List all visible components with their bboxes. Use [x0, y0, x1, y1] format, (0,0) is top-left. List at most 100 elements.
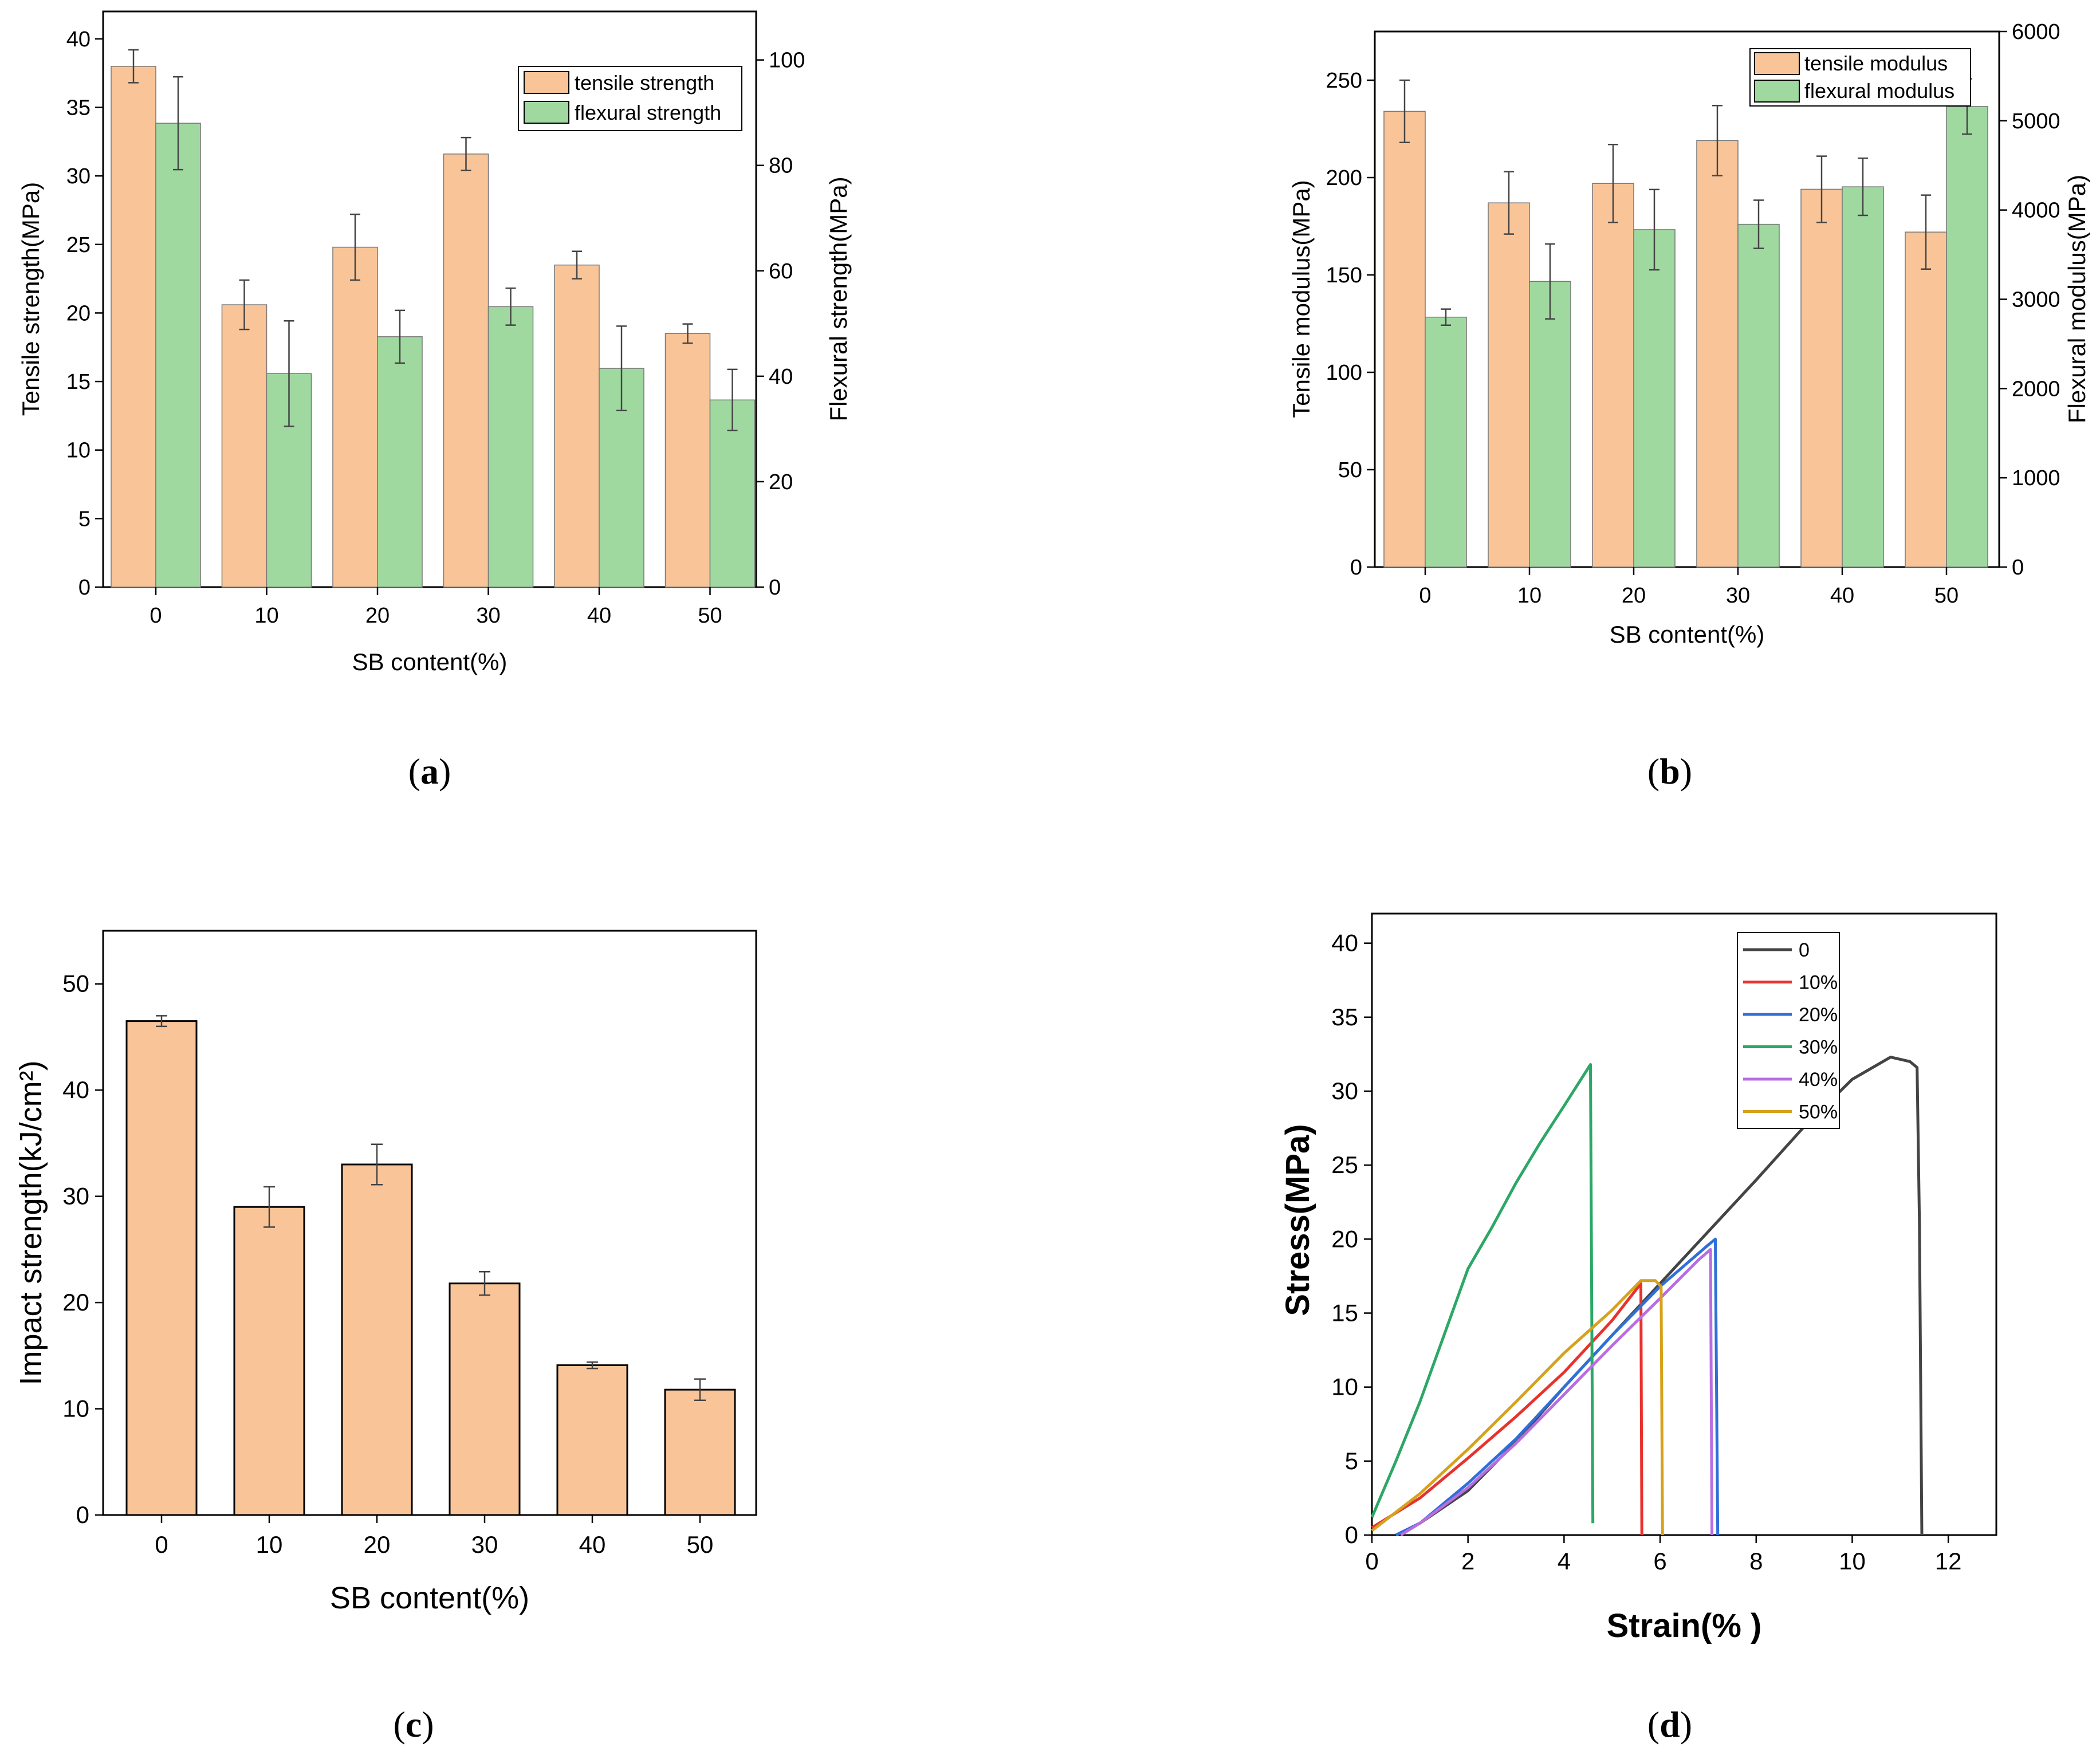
x-axis-title: SB content(%): [1610, 621, 1765, 648]
x-tick-label: 0: [1365, 1548, 1378, 1575]
series-line-50pct: [1371, 1279, 1664, 1536]
panel-letter: d: [1659, 1704, 1680, 1745]
y-tick-label: 0: [78, 576, 91, 600]
x-tick-label: 50: [698, 604, 722, 628]
legend-swatch-flexural: [1754, 80, 1800, 103]
bar-flexural-modulus: [1529, 281, 1571, 568]
y-axis-title: Impact strength(kJ/cm²): [14, 1060, 48, 1385]
bar-tensile-modulus: [1800, 188, 1843, 568]
y2-tick-label: 0: [769, 576, 781, 600]
y-tick-label: 50: [1338, 458, 1362, 482]
y-tick-label: 10: [66, 439, 91, 463]
panel-letter: c: [406, 1704, 422, 1745]
y-tick-label: 10: [1331, 1374, 1358, 1400]
legend-swatch-flexural: [524, 101, 569, 124]
legend-label: 20%: [1799, 1004, 1838, 1026]
x-tick-label: 0: [150, 604, 162, 628]
panel-a-strength-chart: 0 10 20 30 40 500510152025303540020406080100 …: [17, 10, 852, 792]
panel-b-modulus-chart: 0 10 20 30 40 50 0 50 100 150 200 250 0 1000 2000 3000 4…: [1288, 20, 2090, 792]
x-tick-label: 20: [364, 1531, 391, 1558]
x-tick-label: 8: [1749, 1548, 1763, 1575]
y-tick-label: 15: [66, 370, 91, 394]
legend: tensile modulus flexural modulus: [1749, 48, 1971, 107]
bar-tensile-strength: [554, 264, 600, 588]
y-tick-label: 20: [62, 1289, 89, 1316]
series-line-20pct: [1395, 1237, 1720, 1537]
x-axis-title: SB content(%): [352, 648, 508, 675]
x-tick-label: 2: [1461, 1548, 1474, 1575]
y-tick-label: 40: [1331, 930, 1358, 957]
legend-label: 30%: [1799, 1037, 1838, 1058]
x-tick-label: 50: [687, 1531, 714, 1558]
x-tick-label: 12: [1935, 1548, 1962, 1575]
y-tick-label: 30: [66, 164, 91, 188]
x-tick-label: 30: [1726, 584, 1750, 608]
y-tick-label: 200: [1326, 166, 1362, 190]
bar-tensile-strength: [664, 333, 711, 588]
series-line-0: [1395, 1056, 1924, 1537]
series-line-40pct: [1399, 1248, 1714, 1537]
legend-label: 40%: [1799, 1069, 1838, 1091]
x-tick-label: 10: [256, 1531, 283, 1558]
y-tick-label: 35: [1331, 1004, 1358, 1030]
y-axis-title: Tensile modulus(MPa): [1288, 180, 1315, 418]
bar-impact-strength: [664, 1388, 736, 1516]
y-tick-label: 0: [1345, 1521, 1358, 1548]
y2-axis-title: Flexural modulus(MPa): [2063, 175, 2090, 423]
y2-tick-label: 2000: [2012, 377, 2060, 401]
y2-tick-label: 5000: [2012, 109, 2060, 133]
y-tick-label: 100: [1326, 361, 1362, 385]
bar-flexural-modulus: [1737, 223, 1780, 568]
y2-tick-label: 4000: [2012, 199, 2060, 223]
y2-tick-label: 40: [769, 365, 793, 389]
y-tick-label: 30: [1331, 1077, 1358, 1104]
bar-tensile-strength: [111, 65, 156, 588]
bar-flexural-strength: [377, 336, 423, 588]
y2-tick-label: 1000: [2012, 466, 2060, 490]
bar-tensile-strength: [443, 154, 489, 588]
y-tick-label: 25: [1331, 1151, 1358, 1178]
bar-impact-strength: [341, 1163, 413, 1516]
x-tick-label: 0: [155, 1531, 168, 1558]
legend-label: 50%: [1799, 1101, 1838, 1123]
panel-label-d: (d): [1647, 1704, 1692, 1745]
bar-flexural-strength: [155, 123, 201, 588]
y2-tick-label: 60: [769, 259, 793, 284]
legend-label-tensile: tensile modulus: [1804, 52, 1948, 75]
x-tick-label: 30: [471, 1531, 498, 1558]
panel-c-impact-chart: 0 10 20 30 40 50 0 10 20 30 40 50 SB content(%) Imp…: [14, 930, 757, 1745]
legend-label-tensile: tensile strength: [575, 71, 714, 95]
bar-flexural-modulus: [1946, 106, 1988, 568]
y-axis-title: Stress(MPa): [1279, 1124, 1316, 1316]
bar-flexural-modulus: [1842, 186, 1884, 568]
plot-frame: [102, 10, 757, 588]
panel-label-b: (b): [1647, 751, 1692, 792]
plot-frame: [1371, 912, 1997, 1536]
y-tick-label: 50: [62, 970, 89, 997]
panel-label-c: (c): [393, 1704, 434, 1745]
plot-frame: [102, 930, 757, 1516]
x-tick-label: 20: [1622, 584, 1646, 608]
bar-flexural-modulus: [1633, 229, 1676, 568]
y-tick-label: 10: [62, 1395, 89, 1422]
panel-label-a: (a): [408, 751, 451, 792]
panel-letter: a: [420, 751, 439, 792]
y-tick-label: 0: [1350, 556, 1362, 580]
y2-tick-label: 80: [769, 154, 793, 178]
y-tick-label: 250: [1326, 69, 1362, 93]
bar-tensile-strength: [332, 246, 378, 588]
x-axis-title: Strain(% ): [1607, 1607, 1762, 1644]
legend-swatch-tensile: [1754, 52, 1800, 75]
y-tick-label: 35: [66, 96, 91, 120]
y2-axis-title: Flexural strength(MPa): [825, 176, 852, 421]
legend: 0 10% 20% 30% 40% 50%: [1737, 932, 1840, 1129]
y2-tick-label: 3000: [2012, 288, 2060, 312]
legend-label-flexural: flexural modulus: [1804, 79, 1955, 103]
bar-impact-strength: [233, 1206, 305, 1516]
bar-flexural-modulus: [1425, 316, 1467, 568]
y-tick-label: 0: [76, 1501, 89, 1528]
panel-d-stress-strain-chart: 0 2 4 6 8 10 12 0 5 10 15 20 25 30 35 40 Strain(% ) Str…: [1279, 912, 1997, 1745]
y2-tick-label: 6000: [2012, 20, 2060, 44]
legend-swatch-tensile: [524, 71, 569, 94]
